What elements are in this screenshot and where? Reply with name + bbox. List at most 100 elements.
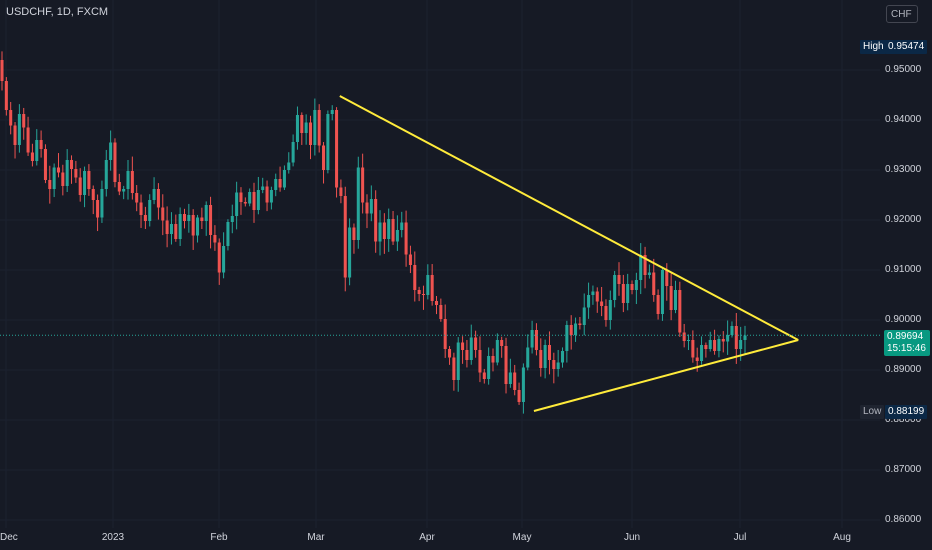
time-axis-tick: Jun: [623, 532, 641, 543]
candle-up: [673, 290, 678, 310]
candle-up: [196, 217, 200, 236]
candle-up: [743, 335, 747, 340]
candle-down: [78, 177, 82, 195]
candle-up: [508, 372, 512, 384]
candle-down: [322, 145, 326, 170]
candle-up: [613, 275, 617, 300]
candle-down: [61, 172, 65, 186]
candle-down: [91, 189, 95, 200]
candle-up: [686, 340, 691, 341]
candle-down: [408, 254, 412, 265]
candle-down: [143, 215, 147, 221]
candle-up: [521, 367, 525, 402]
candle-down: [0, 60, 4, 81]
candle-down: [9, 110, 13, 126]
time-axis-tick: Feb: [210, 532, 228, 543]
candle-up: [717, 339, 721, 351]
candle-up: [560, 351, 565, 363]
candle-up: [574, 323, 578, 335]
candle-down: [308, 122, 313, 145]
time-axis-tick: Dec: [0, 532, 18, 543]
candle-up: [248, 192, 252, 204]
candle-up: [582, 307, 586, 325]
candle-up: [700, 345, 704, 361]
candle-up: [295, 115, 299, 142]
symbol-label[interactable]: USDCHF, 1D, FXCM: [6, 6, 109, 18]
candle-down: [721, 339, 725, 342]
candle-down: [39, 140, 43, 149]
candle-down: [174, 224, 178, 239]
candle-down: [317, 110, 321, 146]
candle-up: [591, 291, 595, 295]
current-price-value: 0.89694: [887, 331, 924, 342]
candle-down: [578, 323, 582, 325]
candle-up: [369, 199, 373, 214]
candle-down: [695, 357, 699, 361]
candle-up: [291, 142, 295, 163]
candle-up: [104, 160, 108, 189]
candle-down: [461, 342, 465, 350]
candle-down: [734, 326, 738, 349]
candle-down: [439, 305, 443, 319]
candle-up: [556, 362, 560, 369]
candle-up: [647, 272, 651, 275]
candle-down: [22, 114, 26, 128]
candle-down: [421, 294, 425, 295]
candle-up: [565, 325, 569, 351]
candle-down: [630, 284, 634, 290]
candle-up: [204, 205, 208, 221]
triangle-trendline[interactable]: [533, 339, 799, 412]
candle-up: [222, 246, 226, 273]
candle-down: [343, 196, 347, 278]
candle-down: [643, 255, 647, 275]
price-axis-tick: 0.91000: [885, 264, 922, 275]
candle-down: [209, 205, 213, 235]
candle-up: [304, 122, 308, 133]
candle-down: [191, 215, 195, 236]
candle-down: [365, 202, 369, 214]
candle-up: [378, 222, 382, 242]
candle-down: [491, 356, 495, 363]
candle-up: [169, 224, 173, 234]
candle-up: [587, 295, 591, 308]
price-axis-tick: 0.90000: [885, 314, 922, 325]
candle-down: [621, 284, 625, 303]
low-value-badge: 0.88199: [885, 405, 928, 419]
candle-down: [300, 115, 304, 133]
candle-up: [148, 200, 152, 221]
candle-up: [274, 179, 278, 190]
candle-down: [165, 220, 169, 234]
time-axis-tick: Mar: [307, 532, 325, 543]
candle-down: [139, 202, 143, 215]
candle-up: [230, 216, 234, 222]
candle-up: [178, 214, 182, 239]
candle-down: [513, 372, 517, 390]
countdown-timer: 15:15:46: [887, 343, 926, 354]
price-axis-tick: 0.93000: [885, 164, 922, 175]
candle-down: [474, 337, 478, 350]
candle-down: [265, 186, 269, 203]
candle-down: [504, 346, 508, 384]
candle-up: [313, 110, 317, 145]
candle-down: [552, 360, 556, 369]
candle-down: [539, 350, 543, 368]
candle-up: [65, 160, 69, 186]
candle-down: [182, 214, 187, 221]
candle-down: [652, 272, 656, 295]
candle-up: [17, 114, 21, 145]
candle-up: [495, 340, 499, 363]
candle-up: [269, 190, 273, 203]
time-axis-tick: Aug: [833, 532, 851, 543]
candle-down: [413, 265, 417, 290]
candle-down: [713, 340, 717, 351]
currency-selector[interactable]: CHF: [886, 5, 918, 23]
candle-up: [456, 342, 460, 380]
candle-up: [330, 110, 334, 114]
candle-down: [278, 179, 282, 188]
candle-down: [682, 332, 686, 341]
candle-up: [122, 189, 126, 192]
triangle-trendline[interactable]: [339, 95, 799, 341]
candle-up: [109, 142, 113, 160]
trendlines-layer: [339, 95, 799, 412]
